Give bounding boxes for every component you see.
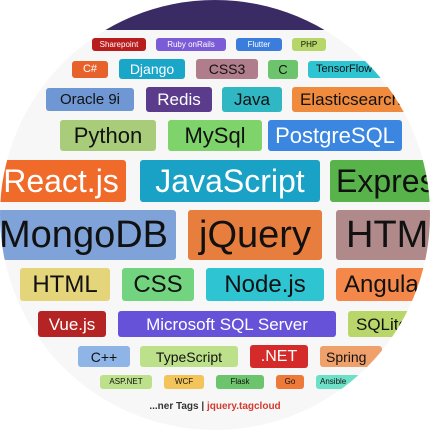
tag-html[interactable]: HTML xyxy=(20,268,110,301)
tag-ruby-on-rails[interactable]: Ruby onRails xyxy=(156,38,226,51)
tag-flask[interactable]: Flask xyxy=(216,375,264,389)
tag-wcf[interactable]: WCF xyxy=(164,375,204,389)
tag-react-js[interactable]: React.js xyxy=(0,160,126,202)
tag-jquery[interactable]: jQuery xyxy=(188,210,322,260)
tag-spring[interactable]: Spring xyxy=(320,346,382,367)
tag-css3[interactable]: CSS3 xyxy=(196,59,258,79)
tag-java[interactable]: Java xyxy=(222,87,282,112)
tag-mysql[interactable]: MySql xyxy=(168,120,262,151)
tag-ansible[interactable]: Ansible xyxy=(316,375,360,389)
tag-asp-net[interactable]: ASP.NET xyxy=(100,375,152,389)
tag-vue-js[interactable]: Vue.js xyxy=(38,311,106,337)
tag-html-large[interactable]: HTML xyxy=(336,210,430,260)
tag-express[interactable]: Express xyxy=(330,160,430,202)
tag-postgresql[interactable]: PostgreSQL xyxy=(268,120,402,151)
footer-link[interactable]: jquery.tagcloud xyxy=(206,401,281,412)
tag-oracle-9i[interactable]: Oracle 9i xyxy=(46,88,134,111)
tag-node-js[interactable]: Node.js xyxy=(206,268,324,301)
tag-sqlite[interactable]: SQLite xyxy=(348,311,414,337)
tag-dotnet[interactable]: .NET xyxy=(250,345,308,368)
tag-microsoft-sql-server[interactable]: Microsoft SQL Server xyxy=(118,311,336,337)
tag-php[interactable]: PHP xyxy=(292,38,326,51)
tag-javascript[interactable]: JavaScript xyxy=(140,160,320,202)
tag-sharepoint[interactable]: Sharepoint xyxy=(92,38,146,51)
tag-flutter[interactable]: Flutter xyxy=(236,38,282,51)
tag-go[interactable]: Go xyxy=(276,375,304,389)
tag-redis[interactable]: Redis xyxy=(146,87,212,112)
tag-django[interactable]: Django xyxy=(119,59,185,79)
tag-mongodb[interactable]: MongoDB xyxy=(0,210,176,260)
tag-python[interactable]: Python xyxy=(60,120,156,151)
tag-tensorflow[interactable]: TensorFlow xyxy=(308,61,408,78)
top-band xyxy=(0,0,430,30)
tag-elasticsearch[interactable]: Elasticsearch xyxy=(292,87,422,112)
tag-typescript[interactable]: TypeScript xyxy=(140,346,238,367)
footer-prefix: ...ner Tags | xyxy=(149,401,207,412)
tag-cpp[interactable]: C++ xyxy=(78,346,130,367)
tag-csharp[interactable]: C# xyxy=(72,61,108,78)
tag-angular[interactable]: Angular xyxy=(336,268,430,301)
tag-css[interactable]: CSS xyxy=(122,268,194,301)
footer: ...ner Tags | jquery.tagcloud xyxy=(0,401,430,412)
tag-c[interactable]: C xyxy=(268,60,298,79)
